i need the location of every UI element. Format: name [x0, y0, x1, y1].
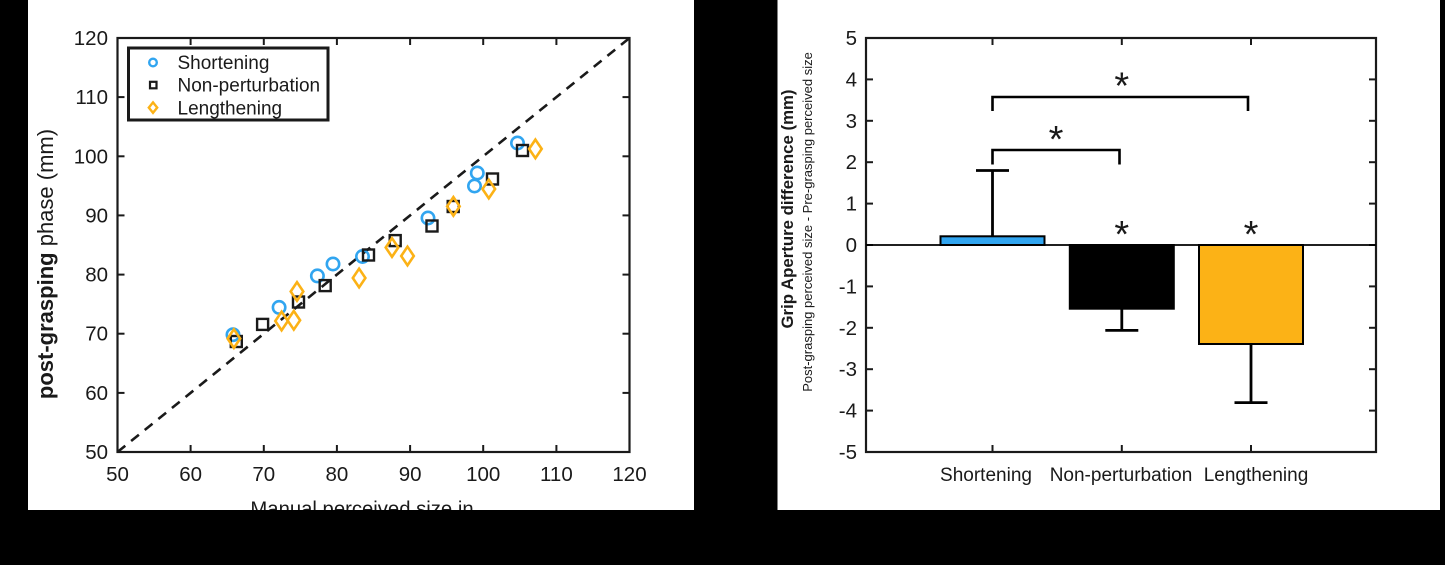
svg-text:100: 100 [466, 463, 500, 486]
svg-text:*: * [1114, 214, 1129, 256]
svg-text:80: 80 [85, 264, 108, 287]
svg-text:Non-perturbation: Non-perturbation [178, 76, 321, 97]
svg-text:Non-perturbation: Non-perturbation [1050, 465, 1193, 486]
svg-text:70: 70 [252, 463, 275, 486]
svg-text:0: 0 [846, 234, 857, 257]
svg-text:Lengthening: Lengthening [1204, 465, 1309, 486]
svg-text:60: 60 [85, 382, 108, 405]
svg-text:110: 110 [75, 86, 108, 109]
svg-text:5: 5 [846, 27, 857, 50]
svg-text:Lengthening: Lengthening [178, 98, 283, 119]
svg-text:Shortening: Shortening [178, 53, 270, 74]
svg-text:90: 90 [85, 204, 108, 227]
svg-text:Post-grasping perceived size: Post-grasping perceived size - Pre-grasp… [800, 52, 815, 392]
svg-text:*: * [1049, 119, 1064, 161]
svg-text:110: 110 [540, 463, 573, 486]
svg-text:1: 1 [846, 193, 857, 216]
svg-text:post-grasping phase (mm): post-grasping phase (mm) [33, 129, 58, 399]
svg-text:*: * [1114, 65, 1129, 107]
svg-text:4: 4 [846, 68, 857, 91]
svg-text:70: 70 [85, 323, 108, 346]
svg-text:Grip Aperture difference (mm): Grip Aperture difference (mm) [778, 89, 797, 328]
svg-text:-4: -4 [839, 400, 857, 423]
svg-text:-2: -2 [839, 317, 857, 340]
svg-text:-3: -3 [839, 358, 857, 381]
svg-text:3: 3 [846, 110, 857, 133]
svg-text:50: 50 [106, 463, 129, 486]
svg-text:120: 120 [612, 463, 646, 486]
svg-text:-5: -5 [839, 441, 857, 464]
svg-text:100: 100 [74, 145, 108, 168]
svg-text:2: 2 [846, 151, 857, 174]
svg-text:Shortening: Shortening [940, 465, 1032, 486]
svg-text:*: * [1244, 214, 1259, 256]
svg-text:-1: -1 [839, 275, 857, 298]
svg-text:60: 60 [179, 463, 202, 486]
svg-text:90: 90 [399, 463, 422, 486]
svg-text:50: 50 [85, 441, 108, 464]
svg-text:80: 80 [325, 463, 348, 486]
svg-text:120: 120 [74, 27, 108, 50]
